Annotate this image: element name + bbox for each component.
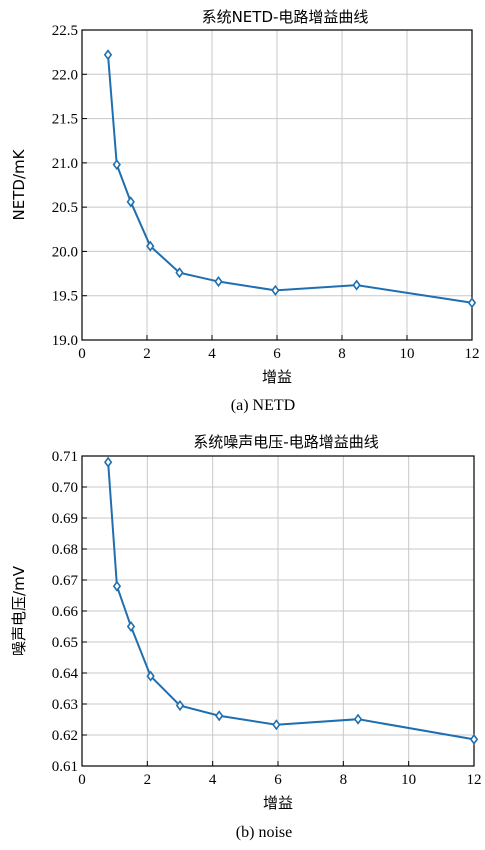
data-point-marker — [215, 710, 224, 722]
y-tick-label: 0.71 — [52, 449, 78, 465]
y-tick-label: 19.5 — [52, 289, 78, 305]
y-axis-label: NETD/mK — [10, 148, 28, 220]
x-tick-label: 2 — [144, 772, 152, 788]
y-tick-label: 21.5 — [52, 112, 78, 128]
data-point-marker — [146, 240, 155, 252]
x-tick-label: 4 — [208, 346, 216, 362]
data-point-marker — [352, 279, 361, 291]
series-line — [107, 462, 475, 741]
x-tick-label: 8 — [340, 772, 348, 788]
chart-title: 系统NETD-电路增益曲线 — [202, 8, 369, 26]
y-tick-label: 20.5 — [52, 200, 78, 216]
x-axis-label: 增益 — [263, 794, 293, 812]
x-tick-label: 0 — [78, 346, 86, 362]
y-tick-label: 21.0 — [52, 156, 78, 172]
figure-caption: (a) NETD — [231, 397, 295, 414]
y-tick-label: 22.0 — [52, 67, 78, 83]
x-tick-label: 0 — [78, 772, 86, 788]
y-tick-label: 0.67 — [52, 573, 79, 589]
data-point-marker — [103, 456, 113, 468]
y-tick-label: 0.66 — [52, 604, 79, 620]
data-point-marker — [272, 719, 281, 731]
data-point-marker — [175, 700, 185, 712]
y-tick-label: 0.63 — [52, 697, 78, 713]
x-tick-label: 6 — [274, 772, 282, 788]
y-tick-label: 0.70 — [52, 480, 78, 496]
data-point-marker — [146, 670, 155, 682]
x-tick-label: 12 — [465, 346, 480, 362]
chart-title: 系统噪声电压-电路增益曲线 — [193, 433, 378, 451]
data-point-marker — [353, 713, 363, 725]
data-point-marker — [126, 620, 136, 633]
y-tick-label: 0.68 — [52, 542, 78, 558]
y-axis-label: 噪声电压/mV — [10, 565, 28, 656]
chart-panel-2: 0 2 4 6 8 10 12 0.61 0.62 0.63 0.64 0.65 0.66 0.67 0.6… — [10, 433, 482, 841]
data-point-marker — [112, 159, 121, 171]
y-tick-label: 22.5 — [52, 23, 78, 39]
data-point-marker — [103, 49, 113, 61]
x-tick-label: 4 — [209, 772, 217, 788]
figure-caption: (b) noise — [236, 824, 292, 841]
y-tick-label: 0.64 — [52, 666, 79, 682]
data-point-marker — [112, 580, 122, 592]
x-tick-label: 8 — [338, 346, 346, 362]
data-point-marker — [126, 196, 135, 208]
y-tick-label: 0.62 — [52, 728, 78, 744]
x-tick-label: 10 — [400, 346, 415, 362]
x-tick-label: 12 — [467, 772, 482, 788]
x-axis-label: 增益 — [262, 368, 292, 386]
y-tick-label: 20.0 — [52, 244, 78, 260]
x-tick-label: 6 — [273, 346, 281, 362]
y-tick-label: 0.61 — [52, 759, 78, 775]
x-tick-label: 2 — [143, 346, 151, 362]
data-point-marker — [271, 284, 280, 296]
y-tick-label: 19.0 — [52, 333, 78, 349]
data-point-marker — [175, 267, 184, 279]
x-tick-label: 10 — [401, 772, 416, 788]
series-line — [107, 54, 473, 304]
y-tick-label: 0.65 — [52, 635, 78, 651]
data-point-marker — [467, 297, 477, 309]
data-point-marker — [469, 733, 479, 745]
data-point-marker — [214, 276, 223, 288]
y-tick-label: 0.69 — [52, 511, 78, 527]
chart-panel-1: 0 2 4 6 8 10 12 19.0 19.5 20.0 20.5 21.0 21.5 22.0 22.… — [10, 8, 480, 414]
